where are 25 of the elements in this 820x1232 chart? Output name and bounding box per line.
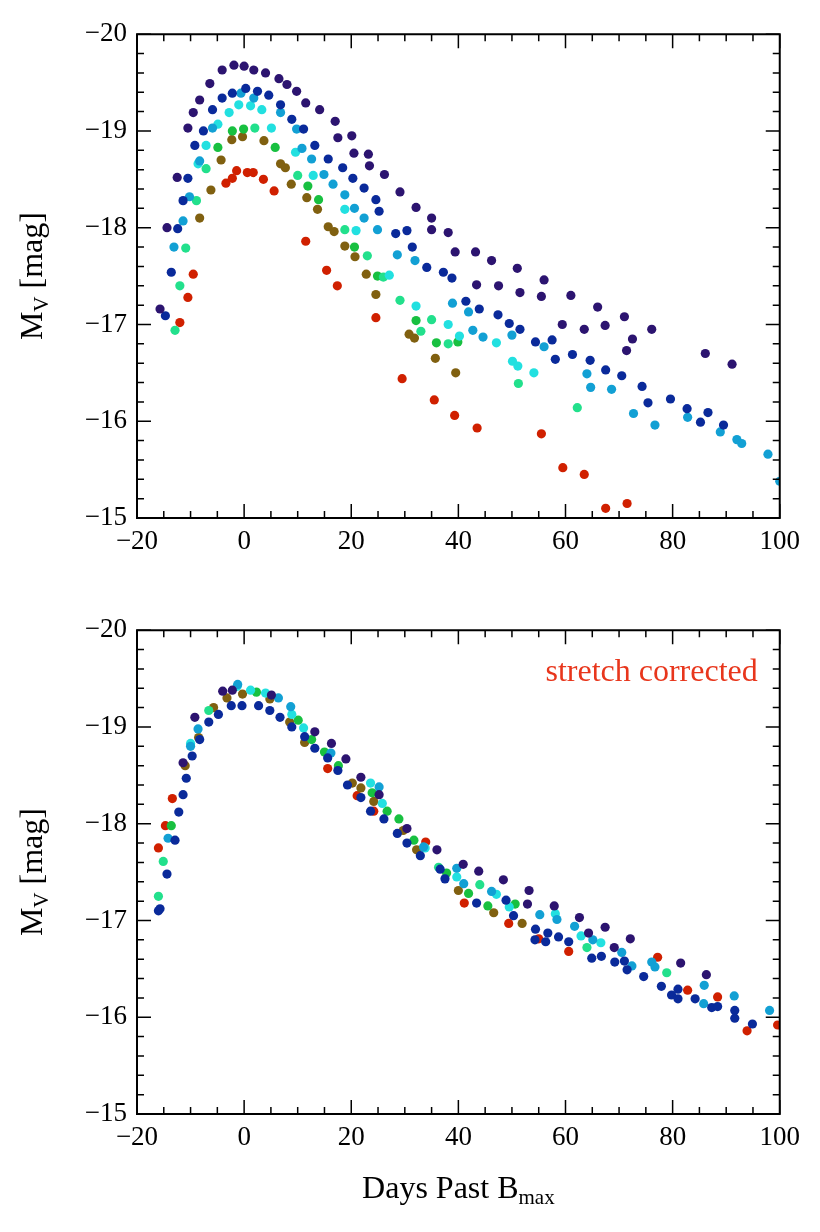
x-tick-label: 80 <box>659 1121 687 1152</box>
y-tick-label: −17 <box>84 307 127 338</box>
x-tick-label: 60 <box>552 1121 579 1152</box>
x-tick-label: 40 <box>444 525 472 556</box>
y-tick-label: −18 <box>84 210 127 241</box>
y-axis-title: MV [mag] <box>13 212 54 341</box>
x-tick-label: 100 <box>759 525 800 556</box>
x-tick-label: 60 <box>552 525 579 556</box>
y-tick-label: −20 <box>84 17 127 48</box>
x-tick-label: 20 <box>337 1121 365 1152</box>
y-axis-title: MV [mag] <box>13 808 54 937</box>
y-tick-label: −20 <box>84 613 127 644</box>
x-tick-label: 0 <box>237 1121 251 1152</box>
x-tick-label: 100 <box>759 1121 800 1152</box>
x-tick-label: 20 <box>337 525 365 556</box>
y-tick-label: −19 <box>84 114 127 145</box>
x-tick-label: 0 <box>237 525 251 556</box>
y-tick-label: −19 <box>84 710 127 741</box>
x-tick-label: 40 <box>444 1121 472 1152</box>
y-tick-label: −18 <box>84 806 127 837</box>
y-tick-label: −16 <box>84 1000 127 1031</box>
y-tick-label: −17 <box>84 903 127 934</box>
annotation: stretch corrected <box>545 651 758 688</box>
y-tick-label: −16 <box>84 404 127 435</box>
x-tick-label: 80 <box>659 525 687 556</box>
